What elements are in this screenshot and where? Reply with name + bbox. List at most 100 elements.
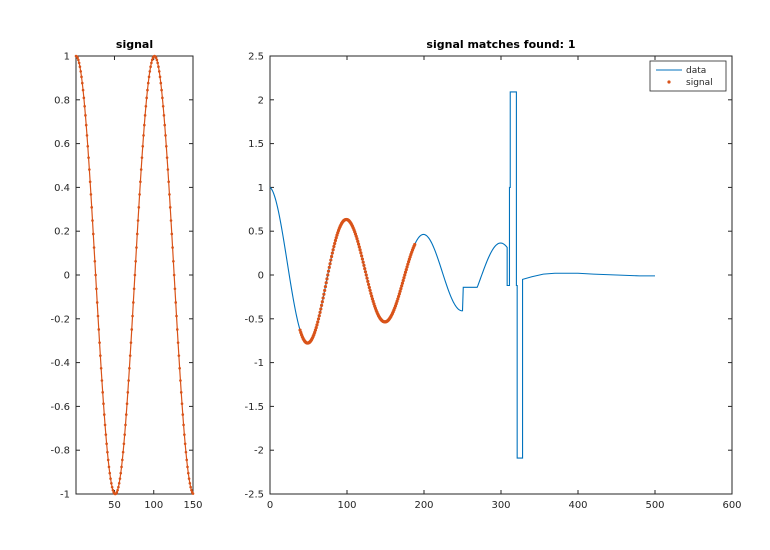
signal-match-point [407,260,411,264]
signal-match-point [324,281,328,285]
signal-point [168,193,171,196]
signal-match-point [363,270,368,274]
signal-point [186,471,190,475]
signal-match-markers [298,217,417,345]
y-tick-label: 0.5 [248,227,264,238]
signal-point [86,144,90,148]
signal-point [172,259,175,263]
signal-point [172,273,176,277]
signal-point [154,56,158,60]
x-tick-label: 300 [491,500,510,511]
signal-point [129,341,133,344]
signal-match-point [335,233,339,237]
signal-point [77,58,80,62]
signal-point [111,488,115,492]
signal-point [137,206,141,209]
signal-match-point [358,248,362,252]
signal-point [110,485,114,489]
y-tick-label: -0.5 [244,314,264,325]
y-tick-label: -0.6 [50,402,70,413]
signal-point [161,96,164,100]
x-tick-label: 150 [183,500,202,511]
signal-point [101,391,104,394]
signal-point [88,168,91,171]
matches-axes: signal matches found: 1 0 100 200 300 400 500 6… [244,38,741,511]
signal-point [190,488,193,492]
y-tick-label: 2 [258,95,264,106]
signal-point [103,423,107,427]
signal-point [157,65,160,69]
signal-point [148,70,152,73]
signal-point [142,134,145,137]
signal-match-point [315,323,319,327]
signal-point [144,104,148,108]
signal-point [109,477,112,480]
signal-point [191,492,195,495]
y-tick-label: 0.8 [54,95,70,106]
signal-point [164,134,167,137]
signal-point [184,450,188,454]
signal-match-point [321,296,325,300]
signal-match-point [359,251,363,255]
signal-point [119,471,123,475]
signal-match-point [371,299,375,304]
axes-title: signal [116,38,153,51]
signal-point [94,273,97,277]
signal-point [135,246,138,249]
signal-point [141,144,145,148]
y-tick-label: 1 [258,183,264,194]
signal-point [130,328,134,331]
signal-match-point [319,303,324,307]
signal-point [80,81,84,85]
signal-point [126,391,130,394]
signal-point [116,488,119,492]
signal-match-point [316,317,321,321]
signal-point [136,219,140,222]
signal-match-point [406,262,410,266]
signal-point [146,88,149,92]
signal-point [85,134,89,137]
signal-point [171,246,174,249]
signal-point [128,354,132,357]
signal-point [90,206,94,209]
signal-point [189,485,192,489]
signal-match-point [400,284,404,288]
y-tick-label: 0.4 [54,183,70,194]
signal-point [77,61,81,65]
y-tick-label: 2.5 [248,52,264,63]
y-tick-label: -0.2 [50,314,70,325]
signal-point [99,366,103,370]
signal-point [178,366,181,370]
signal-match-point [407,257,411,261]
signal-point [165,144,168,148]
signal-point [133,273,137,277]
signal-match-point [413,242,417,247]
signal-match-point [313,328,318,332]
signal-point [98,341,101,344]
signal-point [106,458,110,462]
signal-match-point [396,297,400,301]
y-tick-label: 1 [64,52,70,63]
signal-point [132,287,136,291]
signal-match-point [323,288,327,293]
signal-point [183,442,187,446]
signal-match-point [405,265,409,269]
signal-point [83,104,86,108]
signal-point [135,232,139,236]
signal-point [82,96,86,100]
legend: data signal [649,60,727,92]
signal-point [160,88,163,92]
signal-match-point [329,258,333,262]
signal-point [185,458,189,462]
x-tick-label: 400 [568,500,587,511]
signal-point [93,259,97,263]
signal-match-point [298,328,302,332]
signal-point [175,328,179,331]
signal-point [181,413,185,416]
signal-match-point [367,285,371,290]
y-tick-label: -2.5 [244,490,264,501]
signal-point [183,433,186,436]
x-tick-label: 500 [645,500,664,511]
signal-match-point [365,276,369,280]
